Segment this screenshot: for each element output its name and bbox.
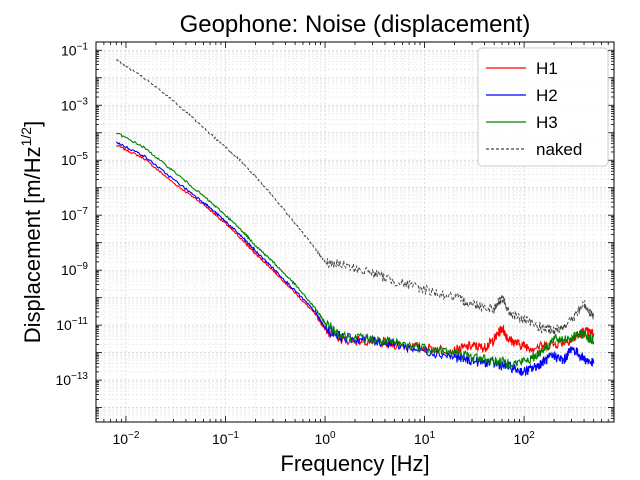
y-tick-label: 10−1 (61, 41, 88, 58)
y-tick-label: 10−5 (61, 151, 88, 168)
x-tick-label: 102 (514, 430, 536, 447)
legend-box (477, 47, 609, 167)
legend-label-H2: H2 (536, 86, 558, 105)
y-axis-label: Displacement [m/Hz1/2] (18, 121, 45, 343)
x-tick-label: 10−2 (112, 430, 139, 447)
x-tick-label: 100 (314, 430, 336, 447)
chart-title: Geophone: Noise (displacement) (180, 11, 531, 38)
series-line-naked (116, 59, 595, 335)
legend-label-H3: H3 (536, 113, 558, 132)
y-tick-label: 10−3 (61, 96, 88, 113)
y-tick-label: 10−7 (61, 206, 88, 223)
series-line-H2 (115, 141, 595, 377)
series-group (115, 59, 595, 377)
x-axis-ticks: 10−2 10−1 100 101 102 (95, 42, 615, 447)
legend-label-H1: H1 (536, 59, 558, 78)
y-tick-label: 10−9 (61, 261, 88, 278)
y-axis-label-suffix: ] (20, 121, 45, 127)
legend: H1 H2 H3 naked (477, 47, 609, 167)
x-tick-label: 101 (414, 430, 436, 447)
x-axis-label: Frequency [Hz] (280, 451, 429, 476)
series-line-H1 (115, 144, 595, 357)
grid-lines (95, 41, 615, 423)
y-axis-label-exponent: 1/2 (18, 127, 34, 147)
y-axis-ticks: 10−13 10−11 10−9 10−7 10−5 10−3 10−1 (55, 41, 614, 423)
y-tick-label: 10−11 (56, 316, 88, 333)
series-line-H3 (116, 132, 595, 370)
y-axis-label-main: Displacement [m/Hz (20, 146, 45, 343)
legend-label-naked: naked (536, 140, 582, 159)
x-tick-label: 10−1 (212, 430, 239, 447)
y-tick-label: 10−13 (55, 371, 88, 388)
